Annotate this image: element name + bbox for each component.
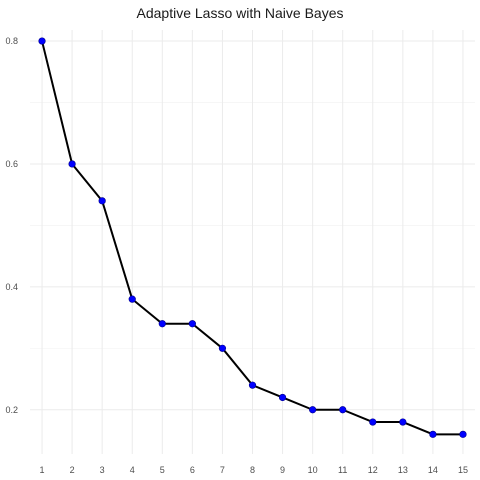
- x-tick-label: 7: [220, 465, 225, 475]
- chart-title: Adaptive Lasso with Naive Bayes: [136, 5, 344, 21]
- x-tick-label: 12: [368, 465, 378, 475]
- data-point: [188, 320, 196, 328]
- x-tick-label: 11: [338, 465, 347, 475]
- x-tick-label: 5: [160, 465, 165, 475]
- y-tick-label: 0.2: [5, 405, 18, 415]
- data-point: [399, 418, 407, 426]
- x-tick-label: 9: [280, 465, 285, 475]
- x-tick-label: 10: [308, 465, 318, 475]
- data-point: [128, 295, 136, 303]
- data-point: [369, 418, 377, 426]
- x-tick-label: 15: [458, 465, 468, 475]
- data-point: [38, 37, 46, 45]
- x-axis-ticks: 1 2 3 4 5 6 7 8 9 10 11 12 13 14 15: [40, 465, 468, 475]
- data-point: [309, 406, 317, 414]
- data-point: [429, 430, 437, 438]
- data-point: [98, 197, 106, 205]
- x-tick-label: 13: [398, 465, 408, 475]
- data-point: [158, 320, 166, 328]
- data-series: [38, 37, 467, 438]
- grid-lines: [30, 30, 475, 454]
- y-tick-label: 0.6: [5, 159, 18, 169]
- y-tick-label: 0.8: [5, 36, 18, 46]
- data-point: [68, 160, 76, 168]
- data-point: [278, 393, 287, 402]
- x-tick-label: 8: [250, 465, 255, 475]
- data-point: [459, 430, 467, 438]
- data-point: [248, 381, 257, 389]
- x-tick-label: 14: [428, 465, 438, 475]
- data-point: [339, 406, 347, 414]
- x-tick-label: 1: [40, 465, 45, 475]
- data-point: [218, 344, 227, 352]
- x-tick-label: 2: [70, 465, 75, 475]
- y-tick-label: 0.4: [5, 282, 18, 292]
- y-axis-ticks: 0.2 0.4 0.6 0.8: [5, 36, 18, 415]
- x-tick-label: 6: [190, 465, 195, 475]
- x-tick-label: 4: [130, 465, 135, 475]
- x-tick-label: 3: [100, 465, 105, 475]
